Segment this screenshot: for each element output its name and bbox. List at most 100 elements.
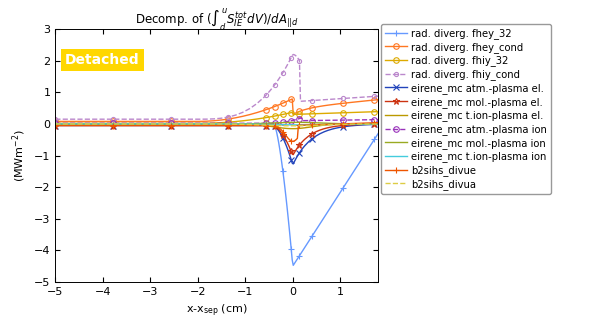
rad. diverg. fhey_cond: [363, 99, 370, 103]
eirene_mc atm.-plasma ion: [328, 118, 335, 122]
Line: eirene_mc mol.-plasma ion: eirene_mc mol.-plasma ion: [55, 122, 378, 124]
eirene_mc t.ion-plasma el.: [290, 127, 297, 131]
Line: eirene_mc mol.-plasma el.: eirene_mc mol.-plasma el.: [52, 121, 382, 158]
Text: Detached: Detached: [65, 53, 140, 67]
eirene_mc atm.-plasma el.: [290, 162, 297, 166]
eirene_mc t.ion-plasma el.: [295, 126, 302, 130]
eirene_mc atm.-plasma ion: [320, 118, 328, 122]
eirene_mc t.ion-plasma ion: [375, 122, 382, 126]
eirene_mc mol.-plasma ion: [295, 121, 302, 124]
rad. diverg. fhiy_cond: [52, 117, 59, 121]
b2sihs_divue: [328, 122, 335, 126]
eirene_mc atm.-plasma ion: [52, 122, 59, 125]
eirene_mc mol.-plasma ion: [328, 122, 335, 125]
b2sihs_divua: [290, 124, 297, 128]
eirene_mc t.ion-plasma el.: [138, 122, 146, 126]
eirene_mc mol.-plasma el.: [375, 122, 382, 126]
rad. diverg. fhey_32: [363, 149, 370, 153]
eirene_mc mol.-plasma ion: [52, 122, 59, 126]
Line: b2sihs_divua: b2sihs_divua: [55, 124, 378, 126]
rad. diverg. fhiy_32: [324, 111, 331, 115]
rad. diverg. fhey_cond: [52, 120, 59, 123]
eirene_mc t.ion-plasma ion: [363, 122, 370, 126]
b2sihs_divue: [52, 123, 59, 127]
eirene_mc mol.-plasma ion: [320, 121, 328, 125]
eirene_mc mol.-plasma ion: [246, 122, 253, 126]
b2sihs_divue: [138, 123, 146, 127]
eirene_mc atm.-plasma el.: [296, 151, 303, 155]
rad. diverg. fhey_cond: [295, 110, 302, 114]
eirene_mc mol.-plasma el.: [138, 123, 146, 127]
eirene_mc t.ion-plasma el.: [375, 122, 382, 126]
rad. diverg. fhey_cond: [138, 120, 146, 123]
Line: rad. diverg. fhey_32: rad. diverg. fhey_32: [52, 121, 381, 268]
b2sihs_divue: [363, 121, 370, 125]
eirene_mc mol.-plasma el.: [324, 126, 331, 130]
Legend: rad. diverg. fhey_32, rad. diverg. fhey_cond, rad. diverg. fhiy_32, rad. diverg.: rad. diverg. fhey_32, rad. diverg. fhey_…: [381, 24, 551, 194]
X-axis label: x-x$_{\rm sep}$ (cm): x-x$_{\rm sep}$ (cm): [186, 302, 248, 319]
Line: b2sihs_divue: b2sihs_divue: [52, 120, 381, 144]
Line: rad. diverg. fhey_cond: rad. diverg. fhey_cond: [52, 96, 381, 124]
eirene_mc t.ion-plasma ion: [328, 122, 335, 126]
rad. diverg. fhiy_cond: [246, 107, 253, 110]
rad. diverg. fhey_32: [295, 255, 302, 259]
eirene_mc mol.-plasma ion: [294, 121, 301, 124]
rad. diverg. fhiy_32: [294, 112, 301, 116]
rad. diverg. fhiy_cond: [295, 57, 302, 61]
eirene_mc t.ion-plasma el.: [320, 123, 328, 127]
eirene_mc mol.-plasma el.: [367, 122, 374, 126]
eirene_mc mol.-plasma ion: [363, 122, 370, 126]
b2sihs_divua: [52, 122, 59, 126]
eirene_mc atm.-plasma ion: [138, 122, 146, 125]
eirene_mc t.ion-plasma ion: [246, 122, 253, 126]
eirene_mc atm.-plasma ion: [294, 117, 301, 121]
rad. diverg. fhey_32: [138, 122, 146, 126]
b2sihs_divua: [363, 122, 370, 126]
eirene_mc t.ion-plasma ion: [138, 122, 146, 126]
eirene_mc t.ion-plasma ion: [52, 122, 59, 126]
eirene_mc atm.-plasma el.: [246, 123, 253, 127]
rad. diverg. fhey_cond: [246, 113, 253, 117]
eirene_mc atm.-plasma ion: [246, 122, 253, 125]
eirene_mc mol.-plasma el.: [246, 123, 253, 127]
rad. diverg. fhey_32: [328, 203, 335, 207]
b2sihs_divue: [295, 123, 302, 127]
rad. diverg. fhiy_cond: [138, 117, 146, 121]
eirene_mc t.ion-plasma ion: [320, 122, 328, 126]
b2sihs_divua: [295, 124, 302, 128]
eirene_mc mol.-plasma ion: [138, 122, 146, 126]
rad. diverg. fhiy_32: [246, 118, 253, 122]
Line: eirene_mc atm.-plasma el.: eirene_mc atm.-plasma el.: [52, 121, 382, 168]
rad. diverg. fhiy_32: [317, 111, 324, 115]
eirene_mc mol.-plasma el.: [52, 123, 59, 127]
eirene_mc atm.-plasma el.: [332, 126, 339, 130]
b2sihs_divua: [138, 122, 146, 126]
eirene_mc t.ion-plasma el.: [246, 122, 253, 126]
rad. diverg. fhiy_32: [375, 110, 382, 113]
b2sihs_divua: [246, 122, 253, 126]
Line: rad. diverg. fhiy_cond: rad. diverg. fhiy_cond: [54, 52, 380, 121]
rad. diverg. fhey_32: [290, 263, 297, 267]
eirene_mc t.ion-plasma el.: [52, 122, 59, 126]
Line: eirene_mc t.ion-plasma ion: eirene_mc t.ion-plasma ion: [55, 124, 378, 125]
Line: eirene_mc atm.-plasma ion: eirene_mc atm.-plasma ion: [52, 115, 381, 126]
b2sihs_divue: [290, 139, 297, 143]
eirene_mc mol.-plasma ion: [375, 122, 382, 126]
eirene_mc t.ion-plasma ion: [295, 123, 302, 127]
rad. diverg. fhiy_cond: [328, 97, 335, 101]
eirene_mc mol.-plasma el.: [332, 124, 339, 128]
b2sihs_divua: [328, 123, 335, 127]
eirene_mc t.ion-plasma ion: [294, 123, 301, 127]
rad. diverg. fhiy_cond: [320, 98, 328, 102]
eirene_mc atm.-plasma el.: [324, 128, 331, 132]
eirene_mc atm.-plasma ion: [298, 116, 305, 120]
rad. diverg. fhey_32: [52, 122, 59, 126]
b2sihs_divue: [320, 122, 328, 126]
rad. diverg. fhey_cond: [320, 104, 328, 108]
rad. diverg. fhiy_32: [359, 110, 367, 114]
rad. diverg. fhey_32: [246, 122, 253, 126]
rad. diverg. fhiy_32: [52, 122, 59, 125]
eirene_mc t.ion-plasma el.: [328, 122, 335, 126]
Line: eirene_mc t.ion-plasma el.: eirene_mc t.ion-plasma el.: [55, 124, 378, 129]
rad. diverg. fhiy_32: [138, 122, 146, 125]
